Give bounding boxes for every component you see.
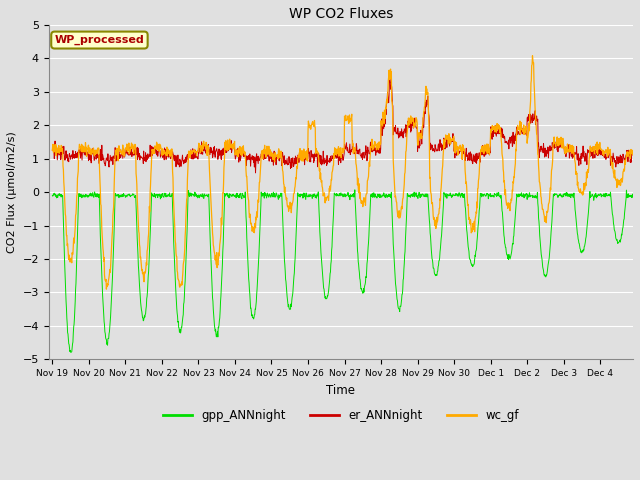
Legend: gpp_ANNnight, er_ANNnight, wc_gf: gpp_ANNnight, er_ANNnight, wc_gf bbox=[158, 405, 524, 427]
Text: WP_processed: WP_processed bbox=[54, 35, 144, 45]
Title: WP CO2 Fluxes: WP CO2 Fluxes bbox=[289, 7, 393, 21]
X-axis label: Time: Time bbox=[326, 384, 355, 396]
Y-axis label: CO2 Flux (μmol/m2/s): CO2 Flux (μmol/m2/s) bbox=[7, 131, 17, 253]
